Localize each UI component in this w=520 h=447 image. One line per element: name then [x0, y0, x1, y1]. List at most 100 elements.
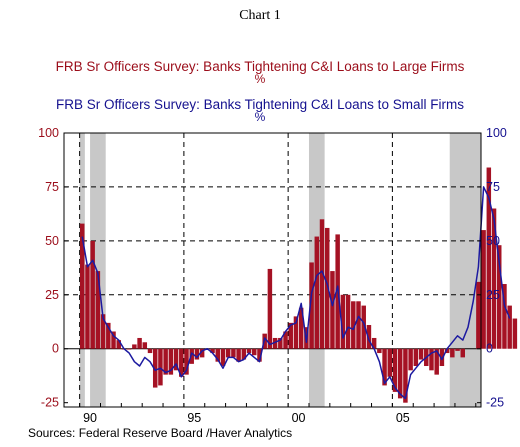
large-firms-bar-69: [439, 348, 445, 367]
large-firms-bar-72: [455, 348, 460, 351]
large-firms-bar-68: [434, 348, 439, 375]
x-tick-label-00: 00: [292, 411, 306, 425]
y-tick-label-left-25: 25: [45, 288, 59, 302]
y-tick-label-left-50: 50: [45, 234, 59, 248]
large-firms-bar-59: [387, 348, 393, 377]
large-firms-unit: %: [254, 72, 266, 86]
recession-band-3: [449, 133, 481, 407]
large-firms-bar-28: [225, 348, 231, 358]
large-firms-bar-6: [111, 331, 116, 349]
large-firms-bar-11: [137, 337, 142, 349]
large-firms-bar-19: [179, 348, 184, 377]
large-firms-bar-64: [413, 348, 419, 367]
large-firms-bar-56: [371, 337, 377, 349]
large-firms-bar-36: [267, 268, 273, 349]
y-tick-label-right-25: 25: [486, 288, 500, 302]
large-firms-bar-80: [497, 245, 502, 349]
large-firms-bar-12: [142, 342, 148, 349]
large-firms-bar-5: [106, 322, 111, 349]
large-firms-bar-42: [298, 307, 304, 349]
large-firms-bar-34: [257, 348, 262, 362]
large-firms-bar-13: [147, 348, 153, 354]
large-firms-bar-55: [366, 325, 372, 349]
large-firms-bar-50: [340, 294, 346, 349]
large-firms-bar-62: [403, 348, 408, 403]
chart-title: Chart 1: [239, 8, 281, 23]
small-firms-unit: %: [254, 110, 266, 124]
large-firms-bar-22: [194, 348, 200, 360]
y-tick-label-right-50: 50: [486, 234, 500, 248]
small-firms-line: [81, 186, 511, 400]
large-firms-bar-27: [220, 348, 226, 367]
large-firms-bar-82: [507, 305, 512, 349]
large-firms-bar-63: [408, 348, 413, 371]
y-tick-label-right-100: 100: [486, 126, 507, 140]
large-firms-bar-73: [460, 348, 465, 358]
large-firms-bar-20: [184, 348, 189, 375]
small-firms-title-text: FRB Sr Officers Survey: Banks Tightening…: [56, 97, 464, 112]
x-tick-label-90: 90: [83, 411, 97, 425]
large-firms-bar-51: [345, 294, 351, 349]
large-firms-bar-52: [351, 301, 356, 349]
large-firms-bar-57: [377, 348, 382, 354]
large-firms-bar-44: [309, 262, 314, 349]
y-tick-label-right--25: -25: [486, 396, 504, 410]
y-tick-label-right-75: 75: [486, 180, 500, 194]
large-firms-title: FRB Sr Officers Survey: Banks Tightening…: [0, 59, 520, 86]
x-tick-label-95: 95: [187, 411, 201, 425]
source-note: Sources: Federal Reserve Board /Haver An…: [28, 426, 293, 440]
large-firms-bar-53: [356, 301, 361, 349]
large-firms-bar-0: [80, 223, 85, 349]
large-firms-bar-31: [241, 348, 247, 360]
large-firms-bar-45: [314, 236, 320, 349]
large-firms-bar-40: [288, 322, 293, 349]
large-firms-bar-70: [444, 348, 450, 354]
large-firms-bar-29: [231, 348, 236, 358]
large-firms-bar-76: [476, 281, 481, 349]
large-firms-bar-15: [158, 348, 163, 386]
x-tick-label-05: 05: [396, 411, 410, 425]
large-firms-bar-65: [418, 348, 424, 360]
large-firms-bar-23: [199, 348, 205, 358]
small-firms-line-group: [81, 186, 511, 400]
large-firms-bar-10: [132, 344, 137, 349]
large-firms-bar-58: [382, 348, 387, 386]
large-firms-bar-16: [163, 348, 168, 375]
large-firms-bar-33: [252, 348, 257, 356]
large-firms-bar-25: [210, 348, 215, 354]
large-firms-bar-30: [236, 348, 241, 362]
large-firms-bar-41: [293, 316, 299, 349]
large-firms-bar-48: [330, 271, 335, 349]
large-firms-bar-67: [429, 348, 434, 371]
large-firms-bar-79: [491, 208, 497, 349]
large-firms-bar-54: [361, 305, 366, 349]
large-firms-bar-3: [95, 271, 101, 349]
small-firms-title: FRB Sr Officers Survey: Banks Tightening…: [0, 97, 520, 124]
large-firms-bar-32: [246, 348, 252, 354]
large-firms-bar-39: [283, 331, 288, 349]
large-firms-bar-2: [90, 240, 95, 349]
large-firms-bar-14: [152, 348, 158, 388]
large-firms-bar-17: [168, 348, 174, 375]
large-firms-bar-18: [173, 348, 179, 371]
large-firms-bar-26: [215, 348, 221, 362]
large-firms-bar-21: [189, 348, 194, 364]
large-firms-bar-9: [126, 348, 132, 350]
y-tick-label-left-100: 100: [38, 126, 59, 140]
large-firms-bar-37: [272, 337, 278, 349]
large-firms-bar-77: [481, 230, 486, 349]
y-tick-label-right-0: 0: [486, 342, 493, 356]
large-firms-bar-60: [392, 348, 398, 392]
large-firms-bar-61: [397, 348, 403, 399]
large-firms-bar-78: [486, 167, 492, 349]
large-firms-title-text: FRB Sr Officers Survey: Banks Tightening…: [55, 59, 465, 74]
y-tick-label-left--25: -25: [41, 396, 59, 410]
large-firms-bar-47: [324, 227, 330, 349]
y-tick-label-left-75: 75: [45, 180, 59, 194]
plot-border: [63, 132, 482, 408]
plot-frame: [63, 132, 482, 408]
large-firms-bar-1: [85, 264, 90, 349]
large-firms-bar-4: [100, 314, 106, 349]
